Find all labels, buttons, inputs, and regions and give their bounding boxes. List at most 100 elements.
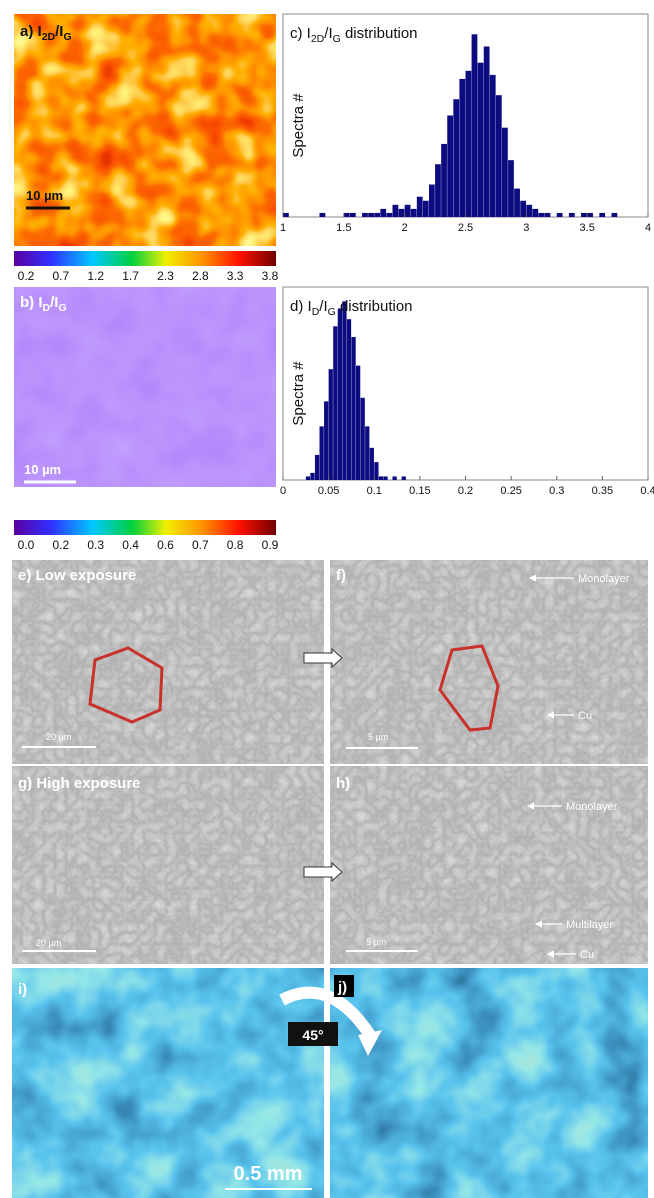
histogram-bar	[423, 201, 429, 217]
histogram-bar	[365, 426, 369, 480]
histogram-bar	[361, 398, 365, 480]
label-part: G	[328, 306, 336, 318]
annotation: Monolayer	[566, 801, 618, 813]
annotation: f)	[336, 567, 346, 584]
x-tick-label: 0.1	[367, 485, 382, 497]
histogram-bar	[569, 213, 575, 217]
annotation: e) Low exposure	[18, 567, 136, 584]
optical-j	[330, 968, 648, 1198]
x-tick-label: 2.5	[458, 222, 473, 234]
colorbar-tick-label: 1.7	[122, 269, 139, 283]
histogram-bar	[393, 205, 399, 217]
histogram-bar	[526, 205, 532, 217]
colorbar-tick-label: 0.8	[227, 538, 244, 552]
colorbar-tick-label: 3.8	[262, 269, 279, 283]
label-part: 2D	[42, 31, 56, 43]
histogram-bar	[520, 201, 526, 217]
histogram-bar	[612, 213, 618, 217]
annotation: g) High exposure	[18, 775, 141, 792]
annotation: j)	[337, 979, 347, 996]
histogram-bar	[402, 476, 406, 480]
colorbar-tick-label: 0.9	[262, 538, 279, 552]
histogram-bar	[338, 308, 342, 480]
colorbar-tick-label: 2.8	[192, 269, 209, 283]
histogram-bar	[514, 189, 520, 217]
x-tick-label: 3.5	[580, 222, 595, 234]
label-part: d) I	[290, 298, 312, 315]
colorbar-tick-label: 0.7	[192, 538, 209, 552]
x-tick-label: 0.05	[318, 485, 339, 497]
histogram-bar	[333, 326, 337, 480]
histogram-bar	[379, 476, 383, 480]
histogram-bar	[329, 369, 333, 480]
x-tick-label: 2	[402, 222, 408, 234]
histogram-bar	[417, 197, 423, 217]
annotation: 45°	[302, 1027, 323, 1043]
annotation: 0.5 mm	[234, 1163, 303, 1185]
figure: a) I2D/IG10 µmb) ID/IG10 µm0.20.71.21.72…	[0, 0, 654, 1198]
colorbar-tick-label: 1.2	[87, 269, 104, 283]
label-part: G	[63, 31, 71, 43]
histogram-bar	[411, 209, 417, 217]
histogram-bar	[429, 185, 435, 217]
label-part: a) I	[20, 23, 42, 40]
y-axis-label: Spectra #	[290, 361, 307, 426]
histogram-bar	[587, 213, 593, 217]
y-axis-label: Spectra #	[290, 93, 307, 158]
colorbar-tick-label: 0.2	[18, 269, 35, 283]
histogram-bar	[320, 213, 326, 217]
histogram-bar	[380, 209, 386, 217]
colorbar-tick-label: 0.6	[157, 538, 174, 552]
colorbar-tick-label: 0.0	[18, 538, 35, 552]
histogram-bar	[599, 213, 605, 217]
colorbar-a	[14, 251, 276, 266]
x-tick-label: 3	[523, 222, 529, 234]
histogram-bar	[459, 79, 465, 217]
histogram-bar	[435, 164, 441, 217]
histogram-bar	[508, 160, 514, 217]
histogram-bar	[399, 209, 405, 217]
histogram-bar	[368, 213, 374, 217]
sem-h	[330, 766, 648, 964]
histogram-bar	[557, 213, 563, 217]
colorbar-tick-label: 3.3	[227, 269, 244, 283]
label-part: G	[333, 33, 341, 45]
histogram-bar	[350, 213, 356, 217]
label-part: /I	[324, 25, 332, 42]
annotation: i)	[18, 981, 27, 998]
histogram-bar	[478, 63, 484, 217]
histogram-bar	[320, 426, 324, 480]
colorbar-tick-label: 0.7	[53, 269, 70, 283]
histogram-bar	[344, 213, 350, 217]
raman-map-a	[14, 14, 276, 246]
histogram-bar	[496, 95, 502, 217]
annotation: 20 µm	[36, 938, 61, 948]
colorbar-b	[14, 520, 276, 535]
histogram-bar	[342, 301, 346, 480]
x-tick-label: 0	[280, 485, 286, 497]
annotation: Monolayer	[578, 573, 630, 585]
histogram-bar	[466, 71, 472, 217]
histogram-bar	[484, 46, 490, 217]
histogram-bar	[472, 34, 478, 217]
label-part: c) I	[290, 25, 311, 42]
colorbar-tick-label: 0.4	[122, 538, 139, 552]
scale-bar-label: 10 µm	[26, 188, 63, 203]
annotation: Cu	[578, 710, 592, 722]
histogram-bar	[386, 213, 392, 217]
histogram-bar	[539, 213, 545, 217]
page: {"chart_data":[ {"type":"histogram","tit…	[0, 0, 654, 1198]
histogram-bar	[545, 213, 551, 217]
histogram-bar	[502, 128, 508, 217]
sem-g	[12, 766, 324, 964]
colorbar-tick-label: 0.2	[53, 538, 70, 552]
histogram-bar	[362, 213, 368, 217]
histogram-bar	[374, 213, 380, 217]
label-part: 2D	[311, 33, 325, 45]
x-tick-label: 1	[280, 222, 286, 234]
colorbar-tick-label: 0.3	[87, 538, 104, 552]
raman-map-b	[14, 287, 276, 487]
x-tick-label: 0.35	[592, 485, 613, 497]
histogram-bar	[283, 213, 289, 217]
histogram-bar	[405, 205, 411, 217]
